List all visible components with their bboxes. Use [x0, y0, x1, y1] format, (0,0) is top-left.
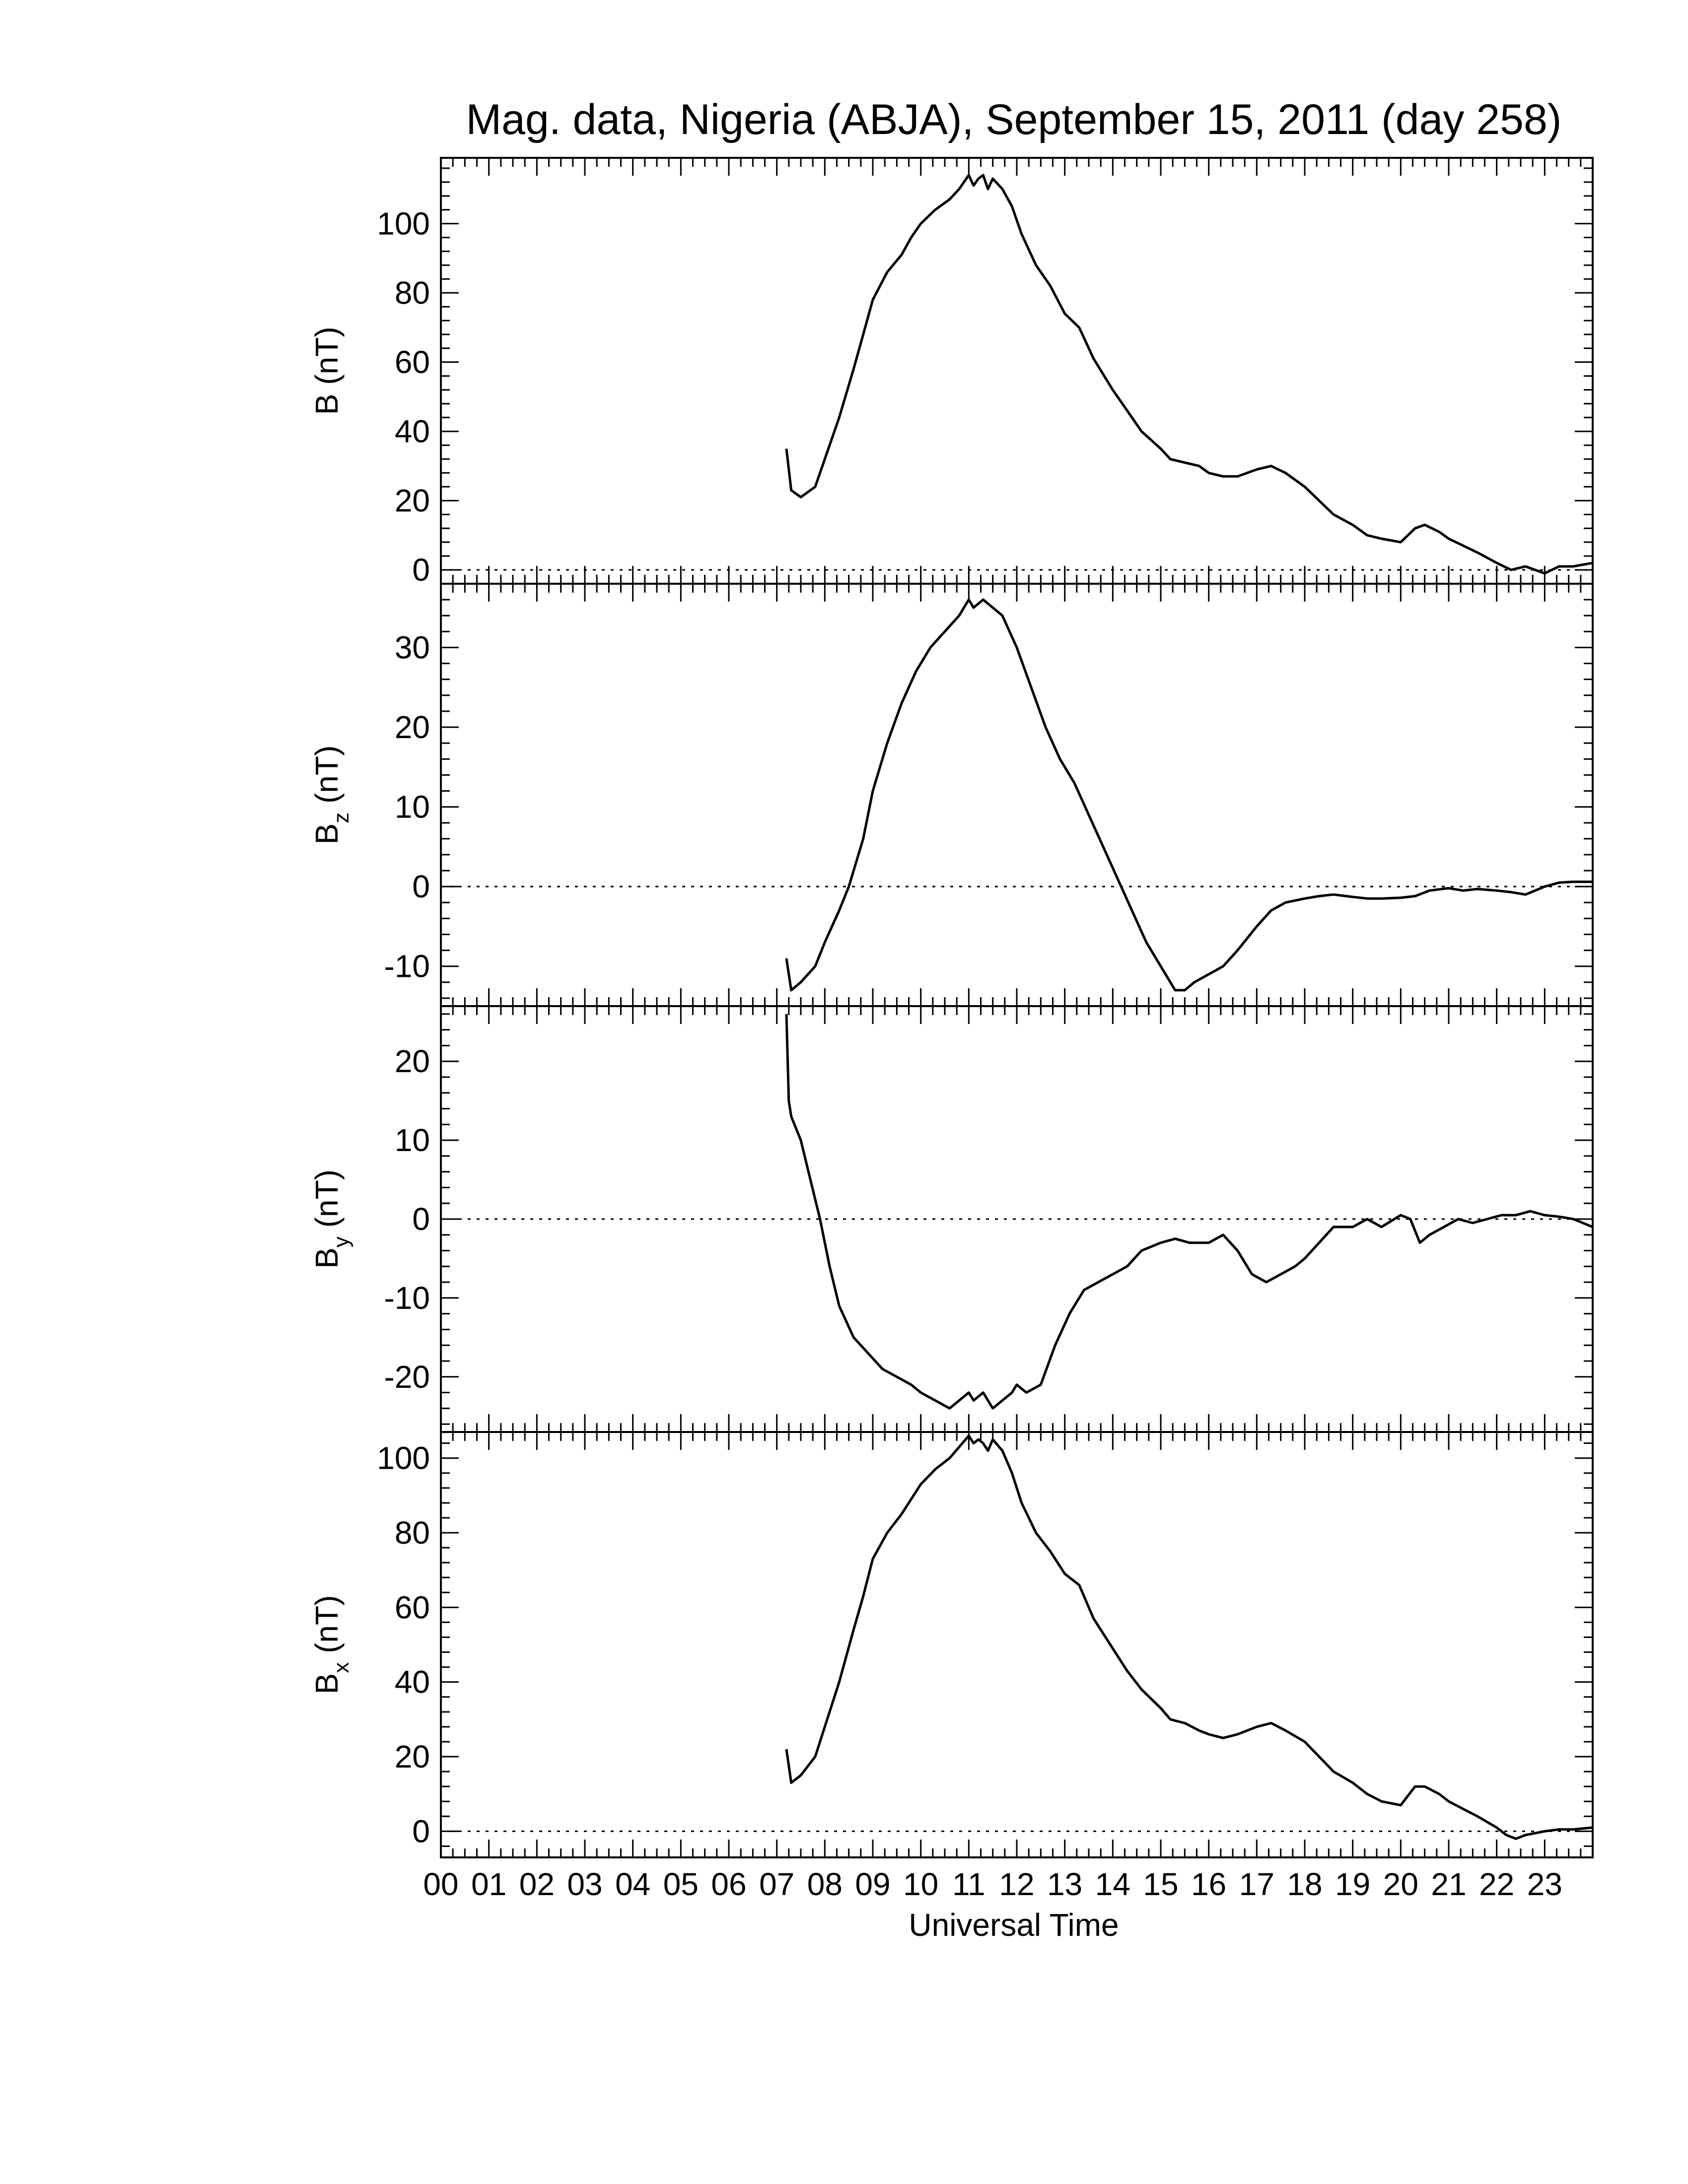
y-axis-label-main: B — [309, 1247, 345, 1269]
y-tick-label: -10 — [384, 1280, 430, 1316]
y-axis-label-main: B (nT) — [309, 327, 345, 415]
y-tick-label: 0 — [412, 1201, 430, 1237]
x-ticks — [440, 1006, 1594, 1432]
chart-title: Mag. data, Nigeria (ABJA), September 15,… — [466, 96, 1562, 143]
y-axis-label: Bx (nT) — [309, 1595, 353, 1695]
x-tick-label: 16 — [1191, 1866, 1226, 1902]
x-tick-label: 20 — [1383, 1866, 1418, 1902]
x-axis-label: Universal Time — [909, 1907, 1119, 1943]
y-tick-label: 60 — [395, 1589, 430, 1625]
y-tick-label: 20 — [395, 1043, 430, 1079]
x-tick-label: 07 — [759, 1866, 794, 1902]
x-ticks — [440, 584, 1594, 1006]
x-tick-labels: 00 01 02 03 04 05 06 07 08 09 10 11 12 13 14 15 16 17 18 19… — [423, 1866, 1562, 1902]
y-axis-label-unit: (nT) — [309, 746, 345, 813]
y-tick-label: 20 — [395, 709, 430, 745]
y-tick-label: 0 — [412, 1813, 430, 1849]
panel-4: 0 20 40 60 80 100 Bx (nT) — [309, 1431, 1594, 1858]
y-axis-label: Bz (nT) — [309, 746, 353, 845]
y-tick-label: 100 — [377, 1440, 430, 1476]
x-tick-label: 14 — [1095, 1866, 1130, 1902]
x-tick-label: 15 — [1143, 1866, 1178, 1902]
x-tick-label: 08 — [807, 1866, 843, 1902]
y-axis: 0 20 40 60 80 100 — [377, 167, 1593, 588]
series-line — [785, 1014, 1593, 1410]
x-tick-label: 10 — [903, 1866, 938, 1902]
series-line — [785, 174, 1593, 575]
panel-1: 0 20 40 60 80 100 B (nT) — [309, 157, 1594, 588]
series-line — [785, 598, 1593, 992]
y-tick-label: 10 — [395, 789, 430, 825]
y-axis-label-subscript: y — [329, 1236, 353, 1247]
y-axis-label-subscript: z — [329, 813, 353, 823]
y-tick-label: 10 — [395, 1122, 430, 1158]
series-line — [785, 1434, 1593, 1840]
y-axis-label-subscript: x — [329, 1662, 353, 1673]
y-tick-label: -20 — [384, 1359, 430, 1395]
y-tick-label: 0 — [412, 869, 430, 904]
y-tick-label: 80 — [395, 1515, 430, 1551]
y-tick-label: 20 — [395, 483, 430, 519]
y-tick-label: -10 — [384, 949, 430, 984]
x-tick-label: 18 — [1287, 1866, 1322, 1902]
y-axis: 0 20 40 60 80 100 — [377, 1440, 1593, 1849]
x-tick-label: 11 — [952, 1866, 985, 1902]
x-ticks — [440, 158, 1594, 584]
x-tick-label: 17 — [1239, 1866, 1274, 1902]
x-tick-label: 00 — [423, 1866, 458, 1902]
x-tick-label: 09 — [855, 1866, 890, 1902]
x-tick-label: 19 — [1335, 1866, 1370, 1902]
x-tick-label: 13 — [1047, 1866, 1082, 1902]
y-axis: -10 0 10 20 30 — [384, 583, 1593, 999]
x-tick-label: 12 — [999, 1866, 1034, 1902]
y-tick-label: 0 — [412, 552, 430, 588]
y-axis: -20 -10 0 10 20 — [384, 1013, 1593, 1425]
y-axis-label-unit: (nT) — [309, 1595, 345, 1662]
y-axis-label: By (nT) — [309, 1169, 353, 1269]
y-tick-label: 30 — [395, 629, 430, 665]
y-axis-label-unit: (nT) — [309, 1169, 345, 1236]
x-tick-label: 01 — [471, 1866, 506, 1902]
y-tick-label: 20 — [395, 1739, 430, 1774]
y-tick-label: 40 — [395, 413, 430, 449]
y-tick-label: 100 — [377, 206, 430, 242]
x-tick-label: 06 — [711, 1866, 746, 1902]
y-axis-label: B (nT) — [309, 327, 345, 415]
x-ticks — [440, 1432, 1594, 1857]
x-tick-label: 22 — [1479, 1866, 1514, 1902]
panel-2: -10 0 10 20 30 Bz (nT) — [309, 583, 1594, 1007]
x-tick-label: 23 — [1527, 1866, 1562, 1902]
x-tick-label: 04 — [615, 1866, 650, 1902]
y-tick-label: 80 — [395, 275, 430, 311]
y-axis-label-main: B — [309, 823, 345, 845]
y-axis-label-main: B — [309, 1673, 345, 1695]
y-tick-label: 60 — [395, 344, 430, 380]
x-tick-label: 02 — [519, 1866, 555, 1902]
x-tick-label: 03 — [567, 1866, 602, 1902]
y-tick-label: 40 — [395, 1664, 430, 1700]
x-tick-label: 05 — [663, 1866, 699, 1902]
x-tick-label: 21 — [1431, 1866, 1466, 1902]
